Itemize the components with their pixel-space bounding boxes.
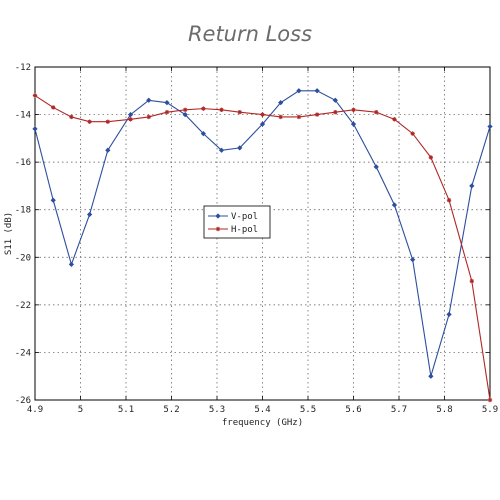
y-tick-label: -12	[15, 63, 31, 73]
data-point-h-pol	[219, 107, 224, 113]
data-point-h-pol	[374, 109, 379, 115]
data-point-h-pol	[105, 119, 110, 124]
data-point-v-pol	[237, 145, 243, 151]
legend-label-v-pol: V-pol	[231, 212, 258, 222]
data-point-v-pol	[314, 88, 320, 94]
data-point-v-pol	[446, 311, 452, 317]
data-point-h-pol	[296, 114, 302, 120]
legend: V-pol H-pol	[203, 205, 271, 239]
y-tick-label: -16	[15, 158, 31, 168]
data-point-v-pol	[428, 373, 434, 379]
chart-title: Return Loss	[187, 22, 313, 46]
series-h-pol	[32, 93, 493, 403]
data-point-v-pol	[350, 121, 357, 127]
y-axis-label: S11 (dB)	[4, 212, 14, 255]
data-point-h-pol	[260, 112, 265, 117]
series-v-pol	[32, 88, 493, 379]
y-tick-label: -22	[15, 301, 31, 311]
data-point-h-pol	[469, 278, 474, 284]
x-tick-label: 5.3	[209, 405, 225, 415]
x-tick-label: 5.6	[345, 405, 361, 415]
data-point-v-pol	[218, 147, 225, 153]
tick-labels: 4.9 5 5.1 5.2 5.3 5.4 5.5 5.6 5.7 5.8 5.9 -12 -14 -16…	[15, 63, 498, 415]
data-point-h-pol	[333, 109, 338, 115]
x-tick-label: 5	[78, 405, 83, 415]
data-point-h-pol	[237, 109, 242, 115]
y-tick-label: -14	[15, 111, 31, 121]
legend-box	[203, 205, 271, 239]
data-point-h-pol	[314, 112, 320, 117]
data-point-v-pol	[50, 197, 56, 203]
data-point-v-pol	[32, 126, 38, 132]
data-point-v-pol	[487, 123, 493, 130]
data-point-v-pol	[278, 100, 284, 106]
data-point-v-pol	[259, 121, 266, 127]
data-point-v-pol	[332, 97, 338, 103]
plot-frame	[34, 66, 491, 401]
legend-marker-v-pol	[215, 213, 221, 219]
data-point-v-pol	[86, 211, 93, 218]
x-tick-label: 5.9	[482, 405, 498, 415]
data-point-h-pol	[164, 109, 170, 115]
legend-label-h-pol: H-pol	[231, 225, 258, 235]
data-point-h-pol	[146, 114, 151, 120]
data-point-v-pol	[164, 100, 170, 106]
data-point-h-pol	[201, 106, 206, 111]
y-tick-label: -20	[15, 253, 31, 263]
data-point-h-pol	[410, 131, 415, 136]
legend-marker-h-pol	[215, 226, 221, 232]
data-point-h-pol	[278, 114, 283, 120]
series-layer	[32, 88, 493, 403]
x-tick-label: 4.9	[27, 405, 43, 415]
data-point-v-pol	[200, 130, 206, 137]
x-tick-label: 5.5	[300, 405, 316, 415]
data-point-v-pol	[391, 202, 398, 208]
x-tick-label: 5.2	[163, 405, 179, 415]
data-point-v-pol	[410, 257, 416, 263]
data-point-h-pol	[87, 119, 92, 124]
data-point-v-pol	[105, 147, 111, 153]
data-point-h-pol	[51, 105, 56, 110]
data-point-h-pol	[128, 117, 133, 122]
data-point-v-pol	[68, 261, 75, 268]
data-point-h-pol	[487, 397, 493, 403]
axes-box	[34, 66, 491, 401]
x-tick-label: 5.8	[436, 405, 452, 415]
data-point-h-pol	[392, 117, 397, 122]
y-tick-label: -26	[15, 396, 31, 406]
data-point-h-pol	[32, 93, 38, 98]
x-axis-label: frequency (GHz)	[222, 418, 303, 428]
data-point-v-pol	[373, 164, 379, 170]
y-tick-label: -24	[15, 348, 31, 358]
data-point-v-pol	[127, 111, 134, 118]
data-point-v-pol	[296, 88, 302, 94]
data-point-v-pol	[146, 97, 152, 103]
data-point-h-pol	[428, 155, 434, 160]
data-point-h-pol	[182, 107, 188, 113]
x-tick-label: 5.7	[391, 405, 407, 415]
x-tick-label: 5.1	[118, 405, 134, 415]
data-point-h-pol	[351, 107, 356, 113]
y-tick-label: -18	[15, 206, 31, 216]
x-tick-label: 5.4	[254, 405, 270, 415]
data-point-v-pol	[469, 183, 475, 189]
data-point-h-pol	[446, 198, 452, 203]
data-point-h-pol	[69, 114, 74, 120]
data-point-v-pol	[182, 111, 188, 118]
